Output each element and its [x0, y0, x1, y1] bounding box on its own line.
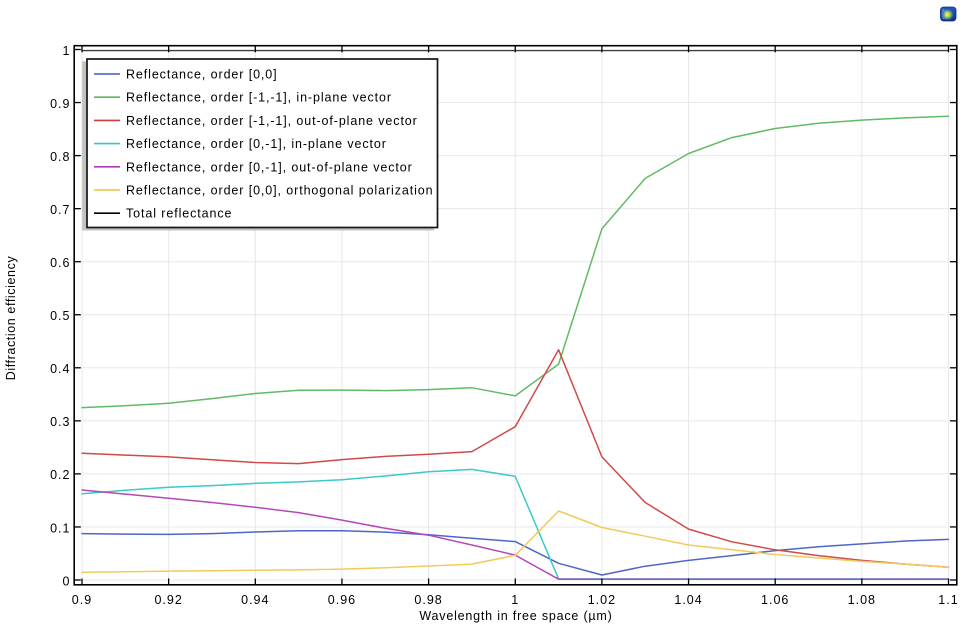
svg-text:Reflectance, order [0,0], orth: Reflectance, order [0,0], orthogonal pol…: [126, 184, 433, 198]
svg-text:0.6: 0.6: [50, 256, 70, 270]
svg-text:0.9: 0.9: [50, 97, 70, 111]
svg-text:1.04: 1.04: [674, 593, 702, 607]
svg-text:0.3: 0.3: [50, 415, 70, 429]
svg-text:0.9: 0.9: [72, 593, 92, 607]
svg-text:0: 0: [63, 574, 71, 588]
svg-text:1.08: 1.08: [848, 593, 876, 607]
svg-text:1.1: 1.1: [938, 593, 958, 607]
svg-text:0.92: 0.92: [154, 593, 182, 607]
svg-text:Reflectance, order [-1,-1], ou: Reflectance, order [-1,-1], out-of-plane…: [126, 114, 418, 128]
svg-text:Wavelength in free space (µm): Wavelength in free space (µm): [419, 609, 612, 623]
svg-text:0.2: 0.2: [50, 468, 70, 482]
svg-text:0.96: 0.96: [328, 593, 356, 607]
svg-text:0.8: 0.8: [50, 150, 70, 164]
svg-text:0.7: 0.7: [50, 203, 70, 217]
svg-text:Reflectance, order [0,0]: Reflectance, order [0,0]: [126, 68, 278, 82]
svg-text:1.06: 1.06: [761, 593, 789, 607]
svg-text:0.4: 0.4: [50, 362, 70, 376]
svg-text:Reflectance, order [0,-1], in-: Reflectance, order [0,-1], in-plane vect…: [126, 137, 387, 151]
svg-text:0.94: 0.94: [241, 593, 269, 607]
svg-text:Reflectance, order [-1,-1], in: Reflectance, order [-1,-1], in-plane vec…: [126, 91, 392, 105]
svg-text:Reflectance, order [0,-1], out: Reflectance, order [0,-1], out-of-plane …: [126, 160, 413, 174]
svg-text:1.02: 1.02: [588, 593, 616, 607]
svg-text:Diffraction efficiency: Diffraction efficiency: [4, 256, 18, 381]
svg-text:1: 1: [63, 44, 71, 58]
svg-text:1: 1: [511, 593, 519, 607]
svg-text:0.1: 0.1: [50, 521, 70, 535]
svg-text:0.98: 0.98: [414, 593, 442, 607]
svg-text:Total reflectance: Total reflectance: [126, 207, 232, 221]
svg-text:0.5: 0.5: [50, 309, 70, 323]
